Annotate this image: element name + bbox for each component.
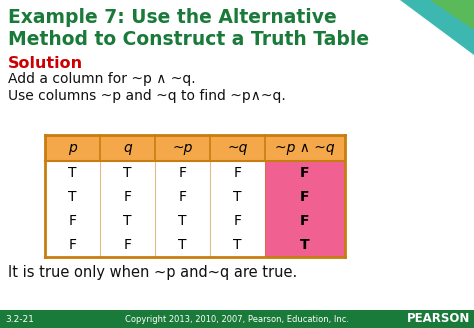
Bar — [0, 310, 474, 328]
Text: F: F — [300, 190, 310, 204]
Text: F: F — [124, 190, 131, 204]
Text: Use columns ~p and ~q to find ~p∧~q.: Use columns ~p and ~q to find ~p∧~q. — [8, 89, 286, 103]
Text: F: F — [179, 166, 186, 180]
Text: Copyright 2013, 2010, 2007, Pearson, Education, Inc.: Copyright 2013, 2010, 2007, Pearson, Edu… — [125, 315, 349, 323]
Text: F: F — [234, 166, 241, 180]
Text: T: T — [233, 190, 242, 204]
Text: It is true only when ~p and~q are true.: It is true only when ~p and~q are true. — [8, 265, 297, 280]
Text: F: F — [234, 214, 241, 228]
Text: Solution: Solution — [8, 56, 83, 71]
Text: T: T — [178, 214, 187, 228]
Text: T: T — [300, 238, 310, 252]
Text: F: F — [124, 238, 131, 252]
Text: q: q — [123, 141, 132, 155]
Text: 3.2-21: 3.2-21 — [5, 315, 34, 323]
Text: T: T — [233, 238, 242, 252]
Bar — [265, 161, 345, 185]
Text: F: F — [69, 238, 76, 252]
Polygon shape — [430, 0, 474, 30]
Text: T: T — [123, 166, 132, 180]
Text: ~p: ~p — [173, 141, 193, 155]
Text: F: F — [300, 166, 310, 180]
Polygon shape — [400, 0, 474, 55]
Text: T: T — [123, 214, 132, 228]
Text: T: T — [178, 238, 187, 252]
Text: F: F — [179, 190, 186, 204]
Text: T: T — [68, 166, 77, 180]
Bar — [265, 209, 345, 233]
Text: ~q: ~q — [228, 141, 248, 155]
Text: F: F — [300, 214, 310, 228]
Text: T: T — [68, 190, 77, 204]
Text: Add a column for ~p ∧ ~q.: Add a column for ~p ∧ ~q. — [8, 72, 196, 86]
Text: p: p — [68, 141, 77, 155]
Text: F: F — [69, 214, 76, 228]
Bar — [265, 233, 345, 257]
Text: ~p ∧ ~q: ~p ∧ ~q — [275, 141, 335, 155]
Text: PEARSON: PEARSON — [407, 313, 470, 325]
Bar — [45, 135, 345, 161]
Bar — [265, 185, 345, 209]
Text: Example 7: Use the Alternative: Example 7: Use the Alternative — [8, 8, 337, 27]
Text: Method to Construct a Truth Table: Method to Construct a Truth Table — [8, 30, 369, 49]
